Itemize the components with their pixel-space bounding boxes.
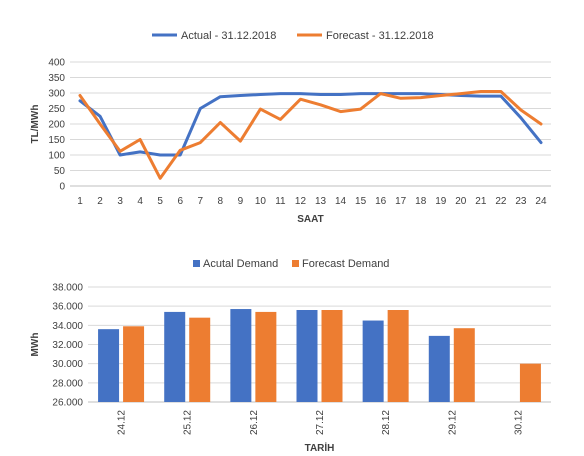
x-tick-label: 27.12 <box>315 410 326 435</box>
y-axis-title: TL/MWh <box>30 105 41 144</box>
x-tick-label: 28.12 <box>381 410 392 435</box>
x-tick-label: 25.12 <box>183 410 194 435</box>
y-tick-label: 50 <box>54 166 66 177</box>
x-tick-label: 13 <box>315 196 327 207</box>
actual-demand-bar <box>230 309 252 402</box>
x-tick-label: 5 <box>157 196 163 207</box>
forecast-demand-bar <box>453 328 475 402</box>
x-tick-label: 10 <box>255 196 267 207</box>
x-tick-label: 24 <box>535 196 547 207</box>
y-tick-label: 36.000 <box>52 302 83 313</box>
y-tick-label: 30.000 <box>52 359 83 370</box>
x-tick-label: 4 <box>137 196 143 207</box>
y-tick-label: 32.000 <box>52 340 83 351</box>
forecast-demand-bar <box>387 310 409 402</box>
x-tick-label: 21 <box>475 196 487 207</box>
x-tick-label: 26.12 <box>249 410 260 435</box>
actual-series-line <box>78 92 543 157</box>
y-tick-label: 200 <box>48 120 65 131</box>
legend-swatch <box>292 260 299 267</box>
x-tick-label: 24.12 <box>117 410 128 435</box>
x-tick-label: 16 <box>375 196 387 207</box>
legend-label: Forecast - 31.12.2018 <box>326 30 434 42</box>
x-tick-label: 1 <box>77 196 83 207</box>
x-tick-label: 30.12 <box>513 410 524 435</box>
y-tick-label: 300 <box>48 89 65 100</box>
forecast-demand-bar <box>123 326 145 402</box>
x-tick-label: 20 <box>455 196 467 207</box>
y-tick-label: 150 <box>48 135 65 146</box>
y-tick-label: 28.000 <box>52 378 83 389</box>
x-tick-label: 11 <box>275 196 286 207</box>
y-tick-label: 0 <box>59 182 65 193</box>
x-tick-label: 12 <box>295 196 307 207</box>
x-axis-title: SAAT <box>297 214 323 225</box>
x-tick-label: 19 <box>435 196 447 207</box>
x-tick-label: 22 <box>495 196 507 207</box>
forecast-demand-bar <box>321 310 343 402</box>
y-tick-label: 26.000 <box>52 398 83 409</box>
actual-demand-bar <box>428 335 450 402</box>
actual-demand-bar <box>164 311 186 402</box>
x-tick-label: 17 <box>395 196 407 207</box>
y-tick-label: 34.000 <box>52 321 83 332</box>
daily-demand-chart: 26.000 28.000 30.000 32.000 34.000 36.000 38.0… <box>30 258 551 454</box>
legend-label: Actual - 31.12.2018 <box>181 30 276 42</box>
y-tick-label: 38.000 <box>52 283 83 294</box>
legend-swatch <box>193 260 200 267</box>
legend-label: Forecast Demand <box>302 258 389 270</box>
x-tick-label: 15 <box>355 196 367 207</box>
x-tick-label: 29.12 <box>447 410 458 435</box>
x-tick-label: 18 <box>415 196 427 207</box>
x-tick-label: 7 <box>197 196 203 207</box>
x-axis-title: TARİH <box>305 441 335 454</box>
x-tick-label: 14 <box>335 196 347 207</box>
forecast-series-line <box>78 90 543 180</box>
actual-demand-bar <box>296 310 318 402</box>
actual-demand-bar <box>98 329 120 402</box>
x-tick-label: 23 <box>515 196 527 207</box>
x-tick-label: 8 <box>218 196 224 207</box>
y-tick-label: 250 <box>48 104 65 115</box>
forecast-demand-bar <box>255 311 277 402</box>
forecast-demand-bar <box>189 317 211 402</box>
forecast-demand-bar <box>519 363 541 402</box>
y-tick-label: 400 <box>48 58 65 69</box>
x-tick-label: 6 <box>177 196 183 207</box>
y-tick-label: 350 <box>48 73 65 84</box>
y-tick-label: 100 <box>48 151 65 162</box>
y-axis-title: MWh <box>30 333 41 357</box>
actual-demand-bar <box>362 320 384 402</box>
x-tick-label: 2 <box>97 196 103 207</box>
legend-label: Acutal Demand <box>203 258 278 270</box>
x-tick-label: 3 <box>117 196 123 207</box>
x-tick-label: 9 <box>238 196 244 207</box>
